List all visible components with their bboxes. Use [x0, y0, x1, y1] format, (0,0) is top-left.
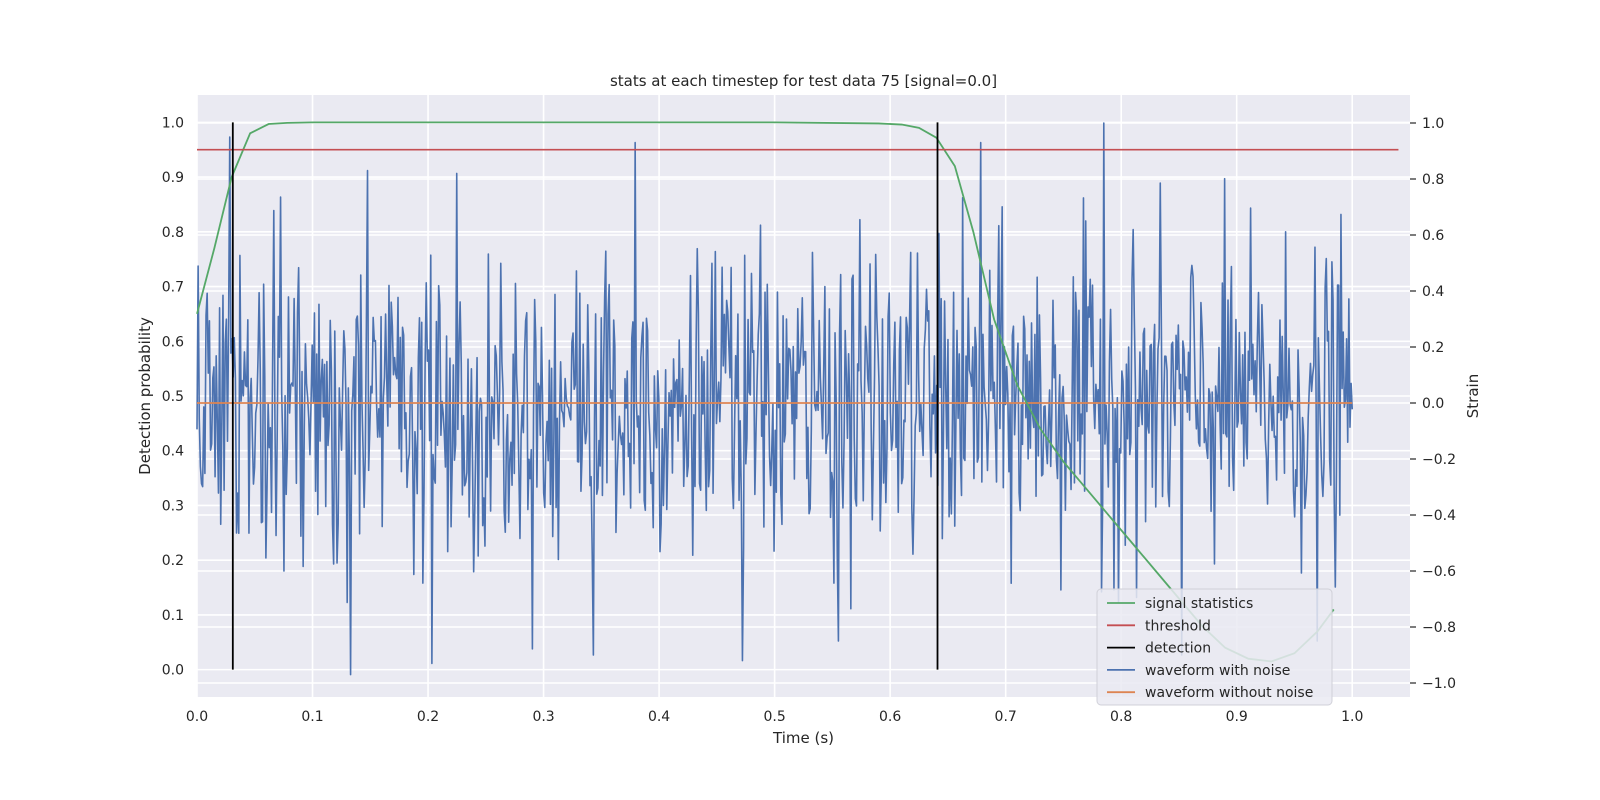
y2-tick-label: 0.8	[1422, 172, 1444, 188]
y-axis-ticks: 0.0 0.1 0.2 0.3 0.4 0.5 0.6 0.7 0.8 0.9 1.0	[162, 115, 184, 678]
legend-label: signal statistics	[1145, 596, 1253, 612]
y-tick-label: 0.0	[162, 663, 184, 679]
legend-item: threshold	[1107, 618, 1211, 634]
y2-tick-label: −0.8	[1422, 620, 1456, 636]
x-tick-label: 0.9	[1226, 709, 1248, 725]
legend-box	[1096, 588, 1333, 706]
x-tick-label: 0.5	[763, 709, 785, 725]
y2-tick-label: −0.4	[1422, 508, 1456, 524]
x-tick-label: 0.0	[186, 709, 208, 725]
y2-tick-label: 0.2	[1422, 340, 1444, 356]
legend-item: waveform with noise	[1107, 663, 1290, 679]
y2-tick-label: 1.0	[1422, 116, 1444, 132]
x-tick-label: 1.0	[1341, 709, 1363, 725]
y-tick-label: 0.5	[162, 389, 184, 405]
x-axis-ticks: 0.0 0.1 0.2 0.3 0.4 0.5 0.6 0.7 0.8 0.9 1.0	[186, 709, 1364, 725]
y-axis-title: Detection probability	[136, 317, 154, 475]
y-tick-label: 0.4	[162, 444, 184, 460]
y-tick-label: 0.9	[162, 170, 184, 186]
series-layer	[196, 121, 1399, 676]
series-waveform-with-noise	[196, 122, 1354, 676]
x-tick-label: 0.7	[995, 709, 1017, 725]
y-tick-label: 0.2	[162, 553, 184, 569]
legend: signal statistics threshold detection wavef…	[1096, 588, 1333, 706]
x-axis-title: Time (s)	[772, 729, 834, 747]
y-tick-label: 0.8	[162, 225, 184, 241]
y-tick-label: 0.1	[162, 608, 184, 624]
y2-tick-label: 0.6	[1422, 228, 1444, 244]
y2-axis-ticks: 1.0 0.8 0.6 0.4 0.2 0.0 −0.2 −0.4 −0.6 −0.8 −1.0	[1410, 116, 1456, 692]
legend-item: detection	[1107, 641, 1211, 657]
y-tick-label: 1.0	[162, 115, 184, 131]
y-tick-label: 0.6	[162, 334, 184, 350]
y-tick-label: 0.3	[162, 498, 184, 514]
legend-label: threshold	[1145, 618, 1211, 634]
x-tick-label: 0.1	[301, 709, 323, 725]
x-tick-label: 0.2	[417, 709, 439, 725]
legend-label: waveform with noise	[1145, 663, 1290, 679]
y2-tick-label: 0.0	[1422, 396, 1444, 412]
y2-tick-label: −0.6	[1422, 564, 1456, 580]
chart-title: stats at each timestep for test data 75 …	[610, 72, 997, 90]
y2-tick-label: 0.4	[1422, 284, 1444, 300]
y2-axis-title: Strain	[1464, 374, 1482, 418]
x-tick-label: 0.3	[532, 709, 554, 725]
y-tick-label: 0.7	[162, 280, 184, 296]
y2-tick-label: −1.0	[1422, 676, 1456, 692]
x-tick-label: 0.8	[1110, 709, 1132, 725]
legend-label: detection	[1145, 641, 1211, 657]
x-tick-label: 0.6	[879, 709, 901, 725]
legend-item: waveform without noise	[1107, 685, 1313, 701]
legend-label: waveform without noise	[1145, 685, 1313, 701]
y2-tick-label: −0.2	[1422, 452, 1456, 468]
legend-item: signal statistics	[1107, 596, 1253, 612]
x-tick-label: 0.4	[648, 709, 670, 725]
